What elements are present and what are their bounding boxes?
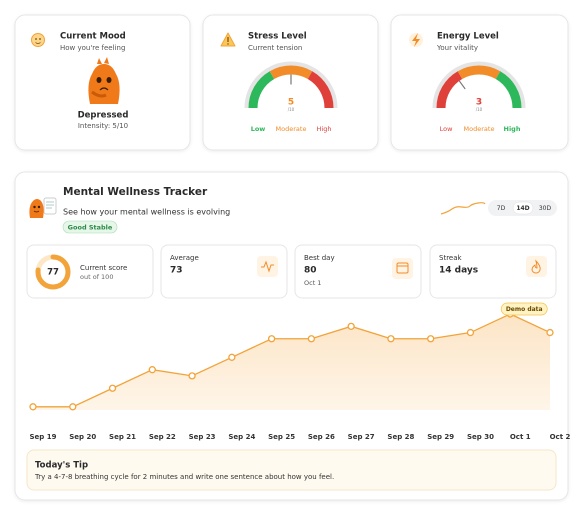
mood-state: Depressed [78,111,129,121]
point [29,403,37,411]
gauge-value: 5 [288,98,294,108]
point [108,384,117,392]
range-active [512,201,534,215]
gauge-needle [459,80,466,90]
point [466,328,475,337]
gauge-segment [457,65,501,80]
gauge-track [432,61,526,109]
x-tick-label: Sep 26 [308,433,335,441]
streak-icon [526,256,547,277]
best-day-value: 80 [304,266,317,276]
x-tick-label: Sep 25 [268,433,295,441]
point [546,328,554,337]
best-day-box [294,244,422,299]
score-value: 77 [47,268,59,278]
streak-value: 14 days [439,266,478,276]
gauge-label: High [504,125,521,133]
mood-intensity: Intensity: 5/10 [78,122,128,130]
average-label: Average [170,254,199,262]
score-max: out of 100 [80,273,113,281]
mood-title: Current Mood [60,32,126,42]
x-tick-label: Sep 27 [348,433,375,441]
mood-icon [31,33,45,47]
badge-text: Good Stable [68,224,113,232]
point [267,335,276,343]
gauge-label: Low [440,125,453,133]
x-tick-label: Sep 23 [189,433,216,441]
average-icon [257,256,278,277]
x-tick-label: Oct 2 [550,433,571,441]
stress-icon [220,32,236,47]
gauge-label: Moderate [276,125,307,133]
line-area [33,313,550,410]
gauge-label: High [317,125,332,133]
stress-subtitle: Current tension [248,44,302,52]
gauge-track [244,61,338,109]
point [427,335,435,343]
range-button: 7D [497,205,506,212]
x-tick-label: Sep 24 [228,433,255,441]
x-tick-label: Sep 28 [387,433,414,441]
streak-label: Streak [439,254,463,262]
x-tick-label: Sep 30 [467,433,494,441]
point [307,335,316,343]
gauge-max: /10 [476,107,483,112]
tip-box [26,449,557,491]
stress-title: Stress Level [248,32,307,42]
x-tick-label: Sep 19 [30,433,57,441]
gauge-segment [436,71,463,109]
gauge-label: Low [251,125,266,133]
tracker-subtitle: See how your mental wellness is evolving [63,208,230,217]
sparkline [440,202,486,215]
gauge-segment [307,71,334,109]
energy-title: Energy Level [437,32,499,42]
tip-text: Try a 4-7-8 breathing cycle for 2 minute… [34,473,334,481]
point [148,366,156,374]
range-button: 14D [516,205,529,212]
point [228,353,236,361]
point [69,403,77,411]
mood-subtitle: How you're feeling [60,44,125,52]
score-ring [35,254,71,290]
energy-card [390,14,569,151]
range-button: 30D [539,205,552,212]
gauge-segment [269,65,313,80]
average-box [160,244,288,299]
mood-mascot [88,57,120,104]
x-tick-label: Oct 1 [510,433,531,441]
annotation: Demo data [506,306,543,313]
tracker-mascot [29,197,57,218]
gauge-value: 3 [476,98,482,108]
x-tick-label: Sep 20 [69,433,96,441]
best-day-icon [392,258,413,279]
average-value: 73 [170,266,183,276]
gauge-max: /10 [288,107,295,112]
energy-icon [409,33,423,47]
gauge-segment [248,71,275,109]
point [347,322,355,331]
best-day-label: Best day [304,254,335,262]
badge [62,220,118,234]
point [387,335,395,343]
tracker-title: Mental Wellness Tracker [63,186,208,198]
point [188,372,196,380]
best-day-date: Oct 1 [304,279,321,287]
score-label: Current score [80,264,127,272]
annotation-pill [500,302,548,316]
energy-subtitle: Your vitality [436,44,478,52]
streak-box [429,244,557,299]
line [33,313,551,408]
x-tick-label: Sep 21 [109,433,136,441]
x-tick-label: Sep 29 [427,433,454,441]
gauge-label: Moderate [464,125,495,133]
x-tick-label: Sep 22 [149,433,176,441]
chart: Sep 19 Sep 20 Sep 21 Sep 22 Sep 23 Sep 24 Sep … [29,302,571,441]
tip-title: Today's Tip [35,461,88,471]
gauge-segment [495,71,522,109]
